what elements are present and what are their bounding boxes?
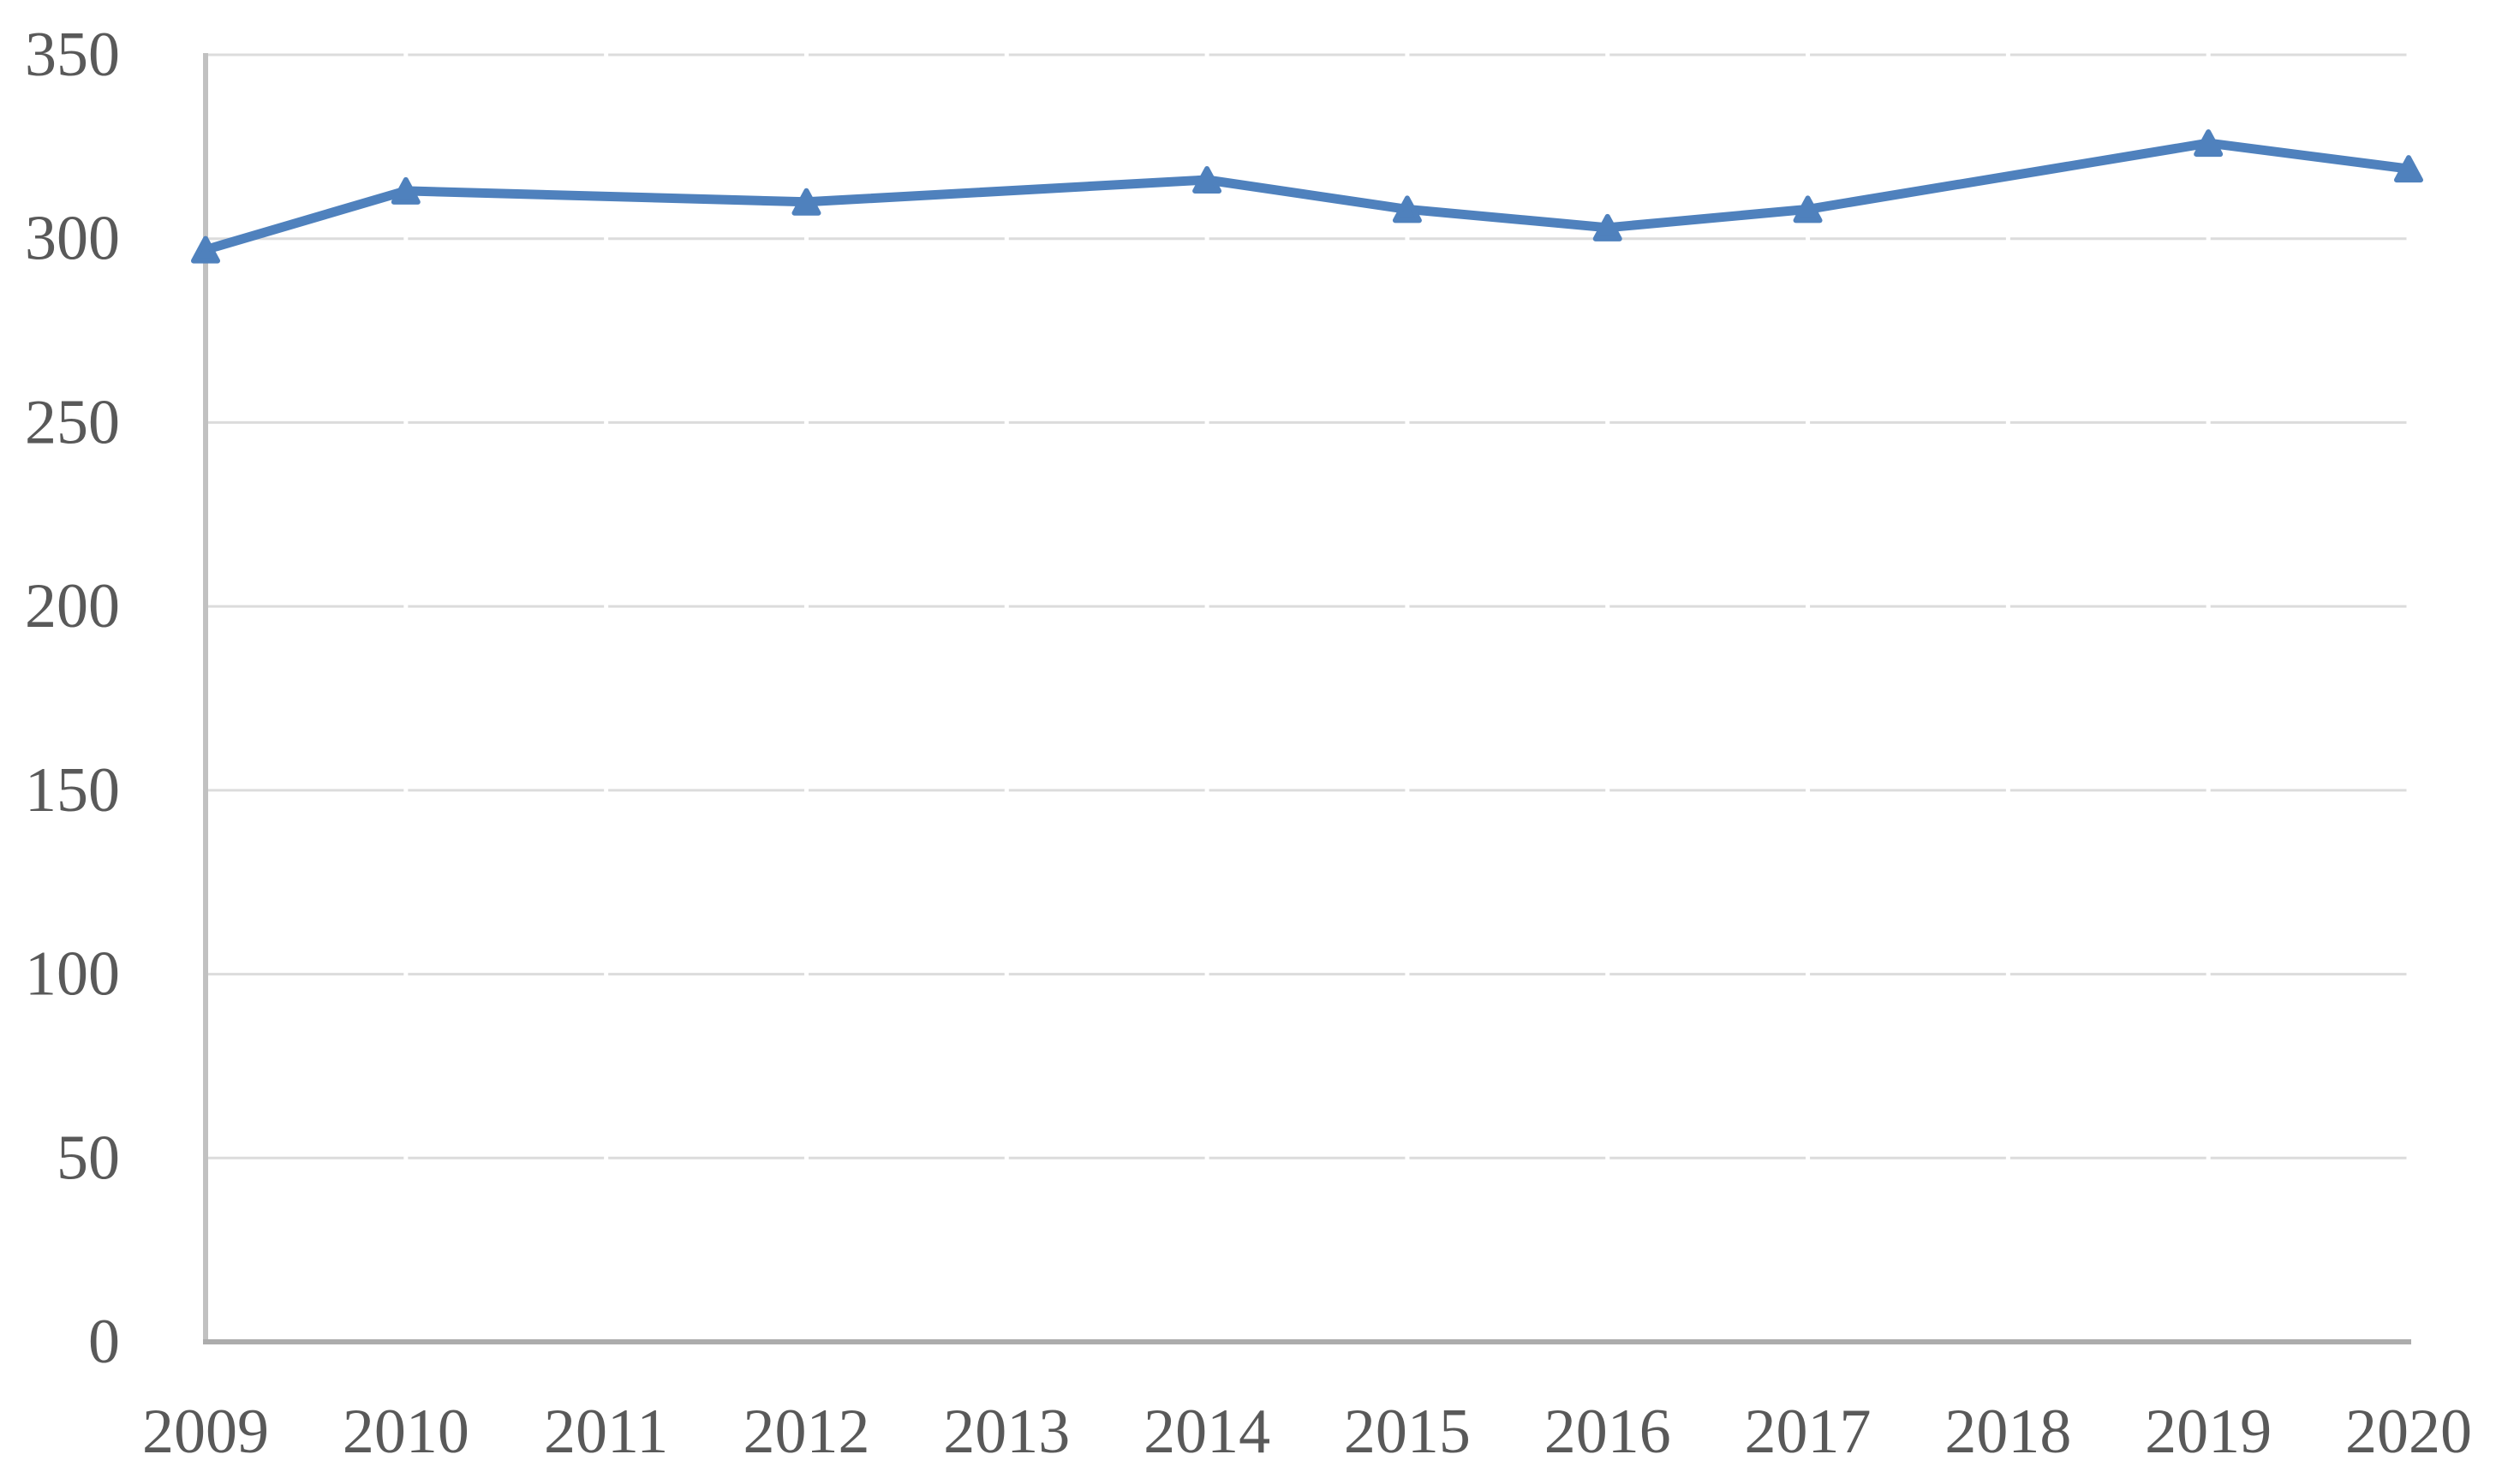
y-tick-label-150: 150 [25, 755, 120, 825]
data-point-marker-2010 [391, 176, 421, 205]
data-point-marker-2015 [1392, 195, 1422, 223]
axis-lines [203, 53, 2411, 1344]
series-line [200, 138, 2414, 255]
y-tick-label-50: 50 [57, 1123, 120, 1193]
y-axis-labels: 0 50 100 150 200 250 300 350 [25, 20, 120, 1377]
x-tick-label-2010: 2010 [343, 1397, 469, 1467]
data-point-marker-2012 [791, 188, 821, 216]
x-axis-labels: 2009 2010 2011 2012 2013 2014 2015 2016 2017 2018… [142, 1397, 2472, 1467]
x-tick-label-2013: 2013 [943, 1397, 1070, 1467]
data-point-marker-2019 [2194, 129, 2224, 158]
data-point-marker-2017 [1793, 195, 1823, 223]
x-tick-label-2017: 2017 [1745, 1397, 1872, 1467]
x-tick-label-2019: 2019 [2145, 1397, 2272, 1467]
x-tick-label-2016: 2016 [1544, 1397, 1671, 1467]
x-tick-label-2009: 2009 [142, 1397, 269, 1467]
data-point-marker-2016 [1592, 213, 1622, 241]
x-tick-label-2011: 2011 [544, 1397, 668, 1467]
y-tick-label-0: 0 [88, 1307, 120, 1377]
data-point-marker-2009 [191, 235, 220, 264]
y-tick-label-300: 300 [25, 204, 120, 274]
y-tick-label-250: 250 [25, 387, 120, 457]
x-tick-label-2014: 2014 [1144, 1397, 1270, 1467]
data-series [191, 129, 2423, 264]
vertical-tick-gap-lines [403, 50, 2411, 1337]
x-tick-label-2012: 2012 [743, 1397, 869, 1467]
x-tick-label-2018: 2018 [1944, 1397, 2071, 1467]
y-tick-label-350: 350 [25, 20, 120, 90]
x-tick-label-2020: 2020 [2345, 1397, 2472, 1467]
data-point-marker-2014 [1192, 166, 1222, 194]
gridlines [206, 53, 2409, 1159]
x-tick-label-2015: 2015 [1344, 1397, 1471, 1467]
data-point-marker-2020 [2394, 155, 2423, 183]
y-tick-label-100: 100 [25, 939, 120, 1010]
y-tick-label-200: 200 [25, 571, 120, 641]
